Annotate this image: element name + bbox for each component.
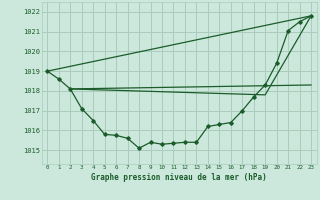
X-axis label: Graphe pression niveau de la mer (hPa): Graphe pression niveau de la mer (hPa) bbox=[91, 173, 267, 182]
